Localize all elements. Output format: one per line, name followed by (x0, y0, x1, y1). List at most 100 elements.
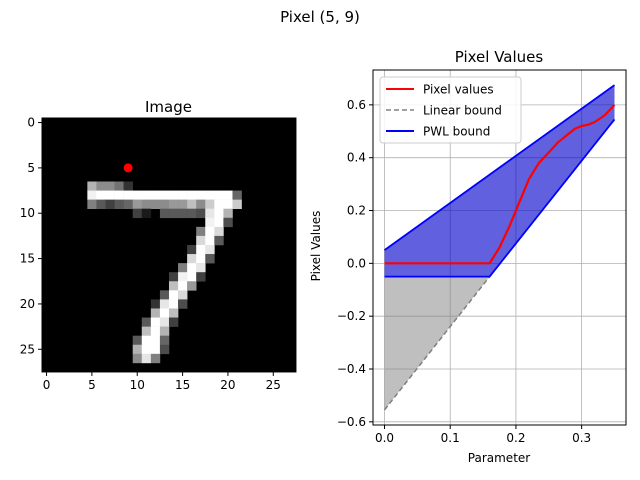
line-title: Pixel Values (455, 48, 544, 66)
image-pixel (159, 199, 170, 209)
image-pixel (187, 272, 197, 282)
image-pixel (150, 326, 161, 336)
image-pixel (178, 199, 188, 209)
image-pixel (178, 190, 188, 200)
image-subplot: Image 0 5 10 15 20 25 0 5 10 15 20 25 (20, 98, 297, 392)
image-pixel (168, 299, 179, 309)
y-tick-label: −0.4 (337, 362, 366, 376)
image-y-tick-label: 20 (20, 297, 35, 311)
image-axes: 0 5 10 15 20 25 0 5 10 15 20 25 (20, 116, 297, 392)
image-pixel (87, 181, 97, 191)
image-pixel (232, 199, 242, 209)
image-pixel (178, 208, 188, 219)
y-tick-label: 0.0 (347, 256, 366, 270)
figure-title: Pixel (5, 9) (280, 8, 360, 26)
image-pixel (168, 199, 179, 209)
image-pixel (214, 235, 224, 246)
image-pixel (178, 290, 188, 300)
image-pixel (223, 190, 233, 200)
image-y-tick-label: 15 (20, 252, 35, 266)
image-pixel (205, 244, 215, 255)
image-pixel (105, 181, 115, 191)
image-pixel (150, 344, 161, 355)
image-pixel (141, 344, 152, 355)
image-pixel (132, 335, 143, 346)
image-pixel (168, 290, 179, 300)
image-pixel (150, 308, 161, 318)
image-pixel (96, 199, 106, 209)
image-pixel (178, 272, 188, 282)
image-pixel (168, 317, 179, 327)
image-pixel (223, 217, 233, 228)
image-pixel (205, 254, 215, 264)
image-pixel (168, 281, 179, 291)
image-title: Image (145, 98, 192, 116)
image-pixel (141, 208, 152, 219)
image-pixel (187, 254, 197, 264)
image-pixel (223, 208, 233, 219)
image-pixel (159, 317, 170, 327)
image-pixel (150, 199, 161, 209)
line-subplot: Pixel Values 0.0 0.1 0.2 0.3−0.6−0.4−0.20.0… (309, 48, 627, 465)
image-pixel (159, 290, 170, 300)
image-x-tick-label: 15 (175, 378, 190, 392)
image-pixel (187, 263, 197, 273)
image-pixel (178, 281, 188, 291)
image-pixel (87, 190, 97, 200)
image-pixel (96, 190, 106, 200)
image-pixel (187, 190, 197, 200)
image-pixel (214, 199, 224, 209)
image-pixel (214, 190, 224, 200)
legend-box (379, 76, 522, 144)
image-pixel (141, 353, 152, 364)
image-pixel (196, 254, 206, 264)
image-pixel (150, 190, 161, 200)
y-tick-label: 0.6 (347, 98, 366, 112)
image-pixel (159, 326, 170, 336)
image-pixel (105, 190, 115, 200)
image-pixel (132, 208, 143, 219)
image-pixel (150, 317, 161, 327)
image-pixel (87, 199, 97, 209)
legend-label-pixel-values: Pixel values (423, 83, 494, 97)
image-pixel (214, 217, 224, 228)
image-x-tick-label: 5 (88, 378, 96, 392)
image-pixel (114, 190, 124, 200)
image-pixel (105, 199, 115, 209)
image-pixel (123, 181, 133, 191)
x-tick-label: 0.0 (375, 431, 394, 445)
image-pixel (114, 199, 124, 209)
image-pixel (159, 308, 170, 318)
image-pixel (205, 208, 215, 219)
image-pixel (168, 208, 179, 219)
linear-bound-line (383, 276, 491, 411)
image-pixel (132, 199, 143, 209)
image-pixel (132, 344, 143, 355)
image-pixel (187, 208, 197, 219)
legend: Pixel values Linear bound PWL bound (379, 76, 522, 144)
image-x-tick-label: 10 (130, 378, 145, 392)
image-pixel (141, 326, 152, 336)
x-tick-label: 0.2 (506, 431, 525, 445)
image-pixel (141, 199, 152, 209)
image-pixel (196, 190, 206, 200)
image-pixel (187, 199, 197, 209)
y-tick-label: 0.2 (347, 204, 366, 218)
image-pixel (205, 190, 215, 200)
image-pixel (196, 244, 206, 255)
image-x-tick-label: 20 (220, 378, 235, 392)
image-pixel (196, 208, 206, 219)
x-axis-label: Parameter (468, 451, 530, 465)
x-tick-label: 0.3 (572, 431, 591, 445)
pwl-upper-line (383, 84, 616, 251)
image-pixel (114, 181, 124, 191)
image-pixels (42, 118, 296, 372)
image-pixel (132, 190, 143, 200)
image-pixel (196, 272, 206, 282)
image-pixel (150, 353, 161, 364)
image-pixel (159, 190, 170, 200)
pwl-lower-line (384, 118, 616, 278)
image-pixel (168, 190, 179, 200)
image-pixel (96, 181, 106, 191)
image-pixel (141, 190, 152, 200)
